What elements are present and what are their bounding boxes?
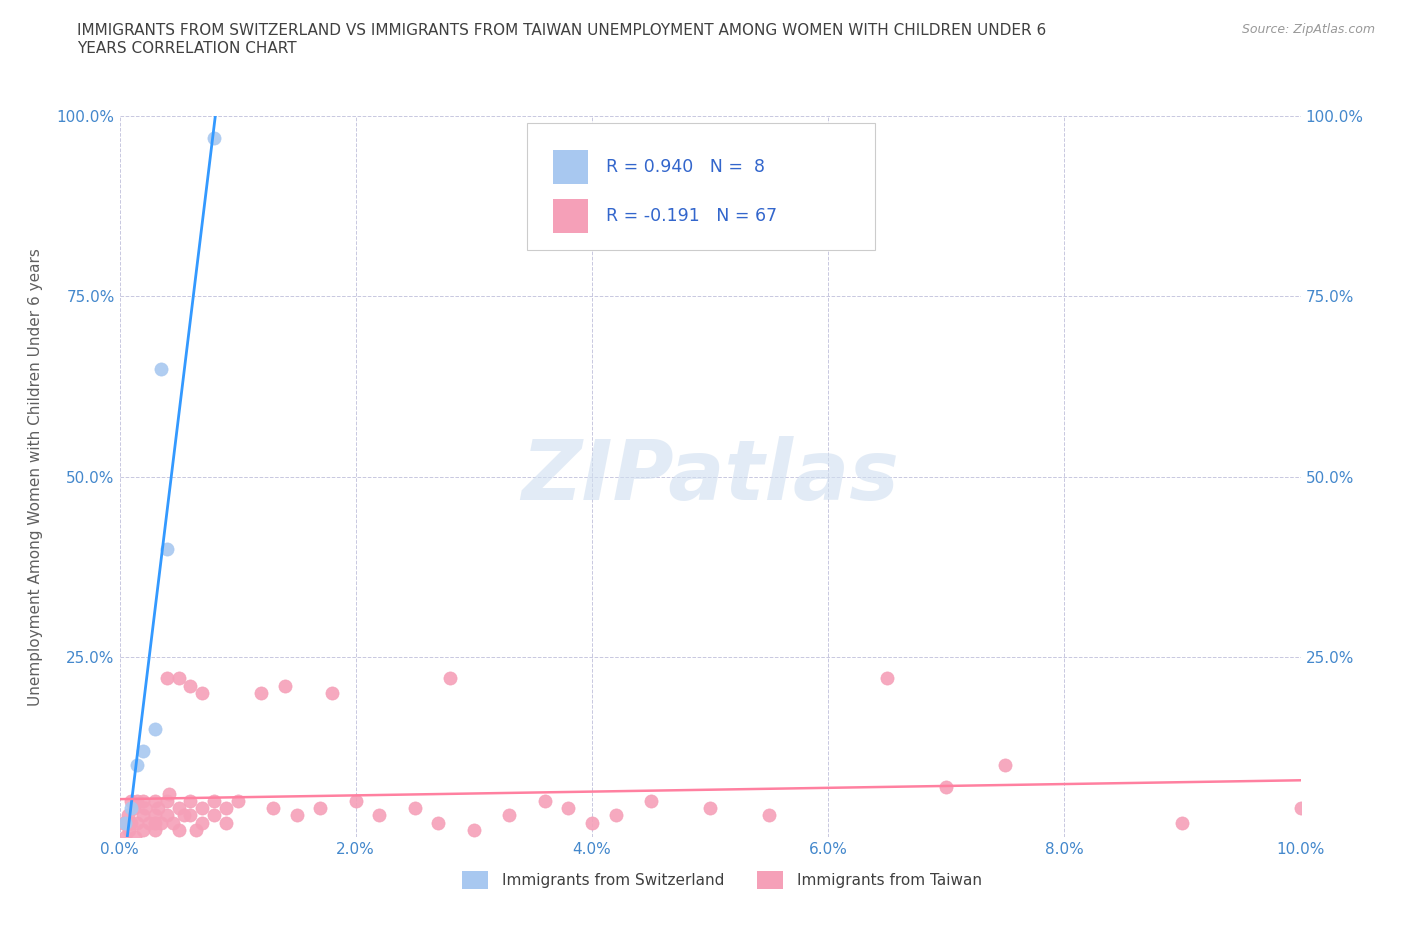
Point bbox=[167, 801, 190, 816]
Point bbox=[112, 815, 135, 830]
Text: Source: ZipAtlas.com: Source: ZipAtlas.com bbox=[1241, 23, 1375, 36]
Point bbox=[114, 815, 136, 830]
Point bbox=[143, 793, 166, 808]
Text: R = 0.940   N =  8: R = 0.940 N = 8 bbox=[606, 158, 765, 176]
Point bbox=[132, 808, 155, 823]
Bar bbox=[553, 150, 588, 184]
Point bbox=[274, 678, 297, 693]
Point bbox=[127, 757, 149, 772]
Point bbox=[202, 793, 225, 808]
Point bbox=[156, 541, 179, 556]
Point bbox=[202, 130, 225, 145]
Point bbox=[149, 815, 172, 830]
Point bbox=[309, 801, 332, 816]
Point bbox=[344, 793, 367, 808]
Point bbox=[439, 671, 461, 686]
Point bbox=[427, 815, 450, 830]
Point bbox=[157, 787, 180, 802]
Point bbox=[173, 808, 195, 823]
Point bbox=[149, 361, 172, 376]
Point bbox=[215, 801, 238, 816]
Point bbox=[156, 808, 179, 823]
Point bbox=[179, 808, 201, 823]
Point bbox=[935, 779, 957, 794]
Point bbox=[114, 830, 136, 844]
Point bbox=[581, 815, 603, 830]
Point bbox=[285, 808, 308, 823]
Point bbox=[132, 793, 155, 808]
Point bbox=[557, 801, 579, 816]
Point bbox=[368, 808, 391, 823]
Point bbox=[148, 801, 170, 816]
Point bbox=[156, 793, 179, 808]
Text: ZIPatlas: ZIPatlas bbox=[522, 436, 898, 517]
Point bbox=[162, 815, 184, 830]
Point bbox=[117, 808, 139, 823]
Point bbox=[122, 801, 145, 816]
Point bbox=[132, 822, 155, 837]
Y-axis label: Unemployment Among Women with Children Under 6 years: Unemployment Among Women with Children U… bbox=[28, 247, 42, 706]
Bar bbox=[758, 871, 783, 889]
Point bbox=[191, 815, 214, 830]
Point bbox=[127, 793, 149, 808]
Point bbox=[143, 808, 166, 823]
Point bbox=[202, 808, 225, 823]
Text: R = -0.191   N = 67: R = -0.191 N = 67 bbox=[606, 207, 778, 225]
Point bbox=[143, 822, 166, 837]
Point bbox=[186, 822, 208, 837]
Point bbox=[179, 678, 201, 693]
Point bbox=[138, 815, 160, 830]
Point bbox=[994, 757, 1017, 772]
Point bbox=[191, 685, 214, 700]
Point bbox=[132, 743, 155, 758]
Bar bbox=[463, 871, 488, 889]
Point bbox=[215, 815, 238, 830]
Point bbox=[156, 671, 179, 686]
Point bbox=[758, 808, 780, 823]
Bar bbox=[553, 199, 588, 233]
Point bbox=[134, 801, 156, 816]
Point bbox=[118, 822, 141, 837]
Point bbox=[179, 793, 201, 808]
Point bbox=[143, 722, 166, 737]
Point bbox=[463, 822, 485, 837]
Point bbox=[876, 671, 898, 686]
Point bbox=[262, 801, 284, 816]
Point bbox=[321, 685, 343, 700]
Point bbox=[120, 801, 142, 816]
Text: Immigrants from Taiwan: Immigrants from Taiwan bbox=[797, 872, 983, 888]
Point bbox=[404, 801, 426, 816]
Point bbox=[226, 793, 249, 808]
Point bbox=[533, 793, 555, 808]
Point bbox=[191, 801, 214, 816]
Point bbox=[127, 815, 149, 830]
Point bbox=[640, 793, 662, 808]
Text: Immigrants from Switzerland: Immigrants from Switzerland bbox=[502, 872, 724, 888]
Point bbox=[143, 815, 166, 830]
Point bbox=[120, 815, 142, 830]
Point bbox=[699, 801, 721, 816]
Point bbox=[167, 822, 190, 837]
FancyBboxPatch shape bbox=[527, 124, 876, 249]
Point bbox=[250, 685, 273, 700]
Point bbox=[124, 830, 146, 844]
Point bbox=[1289, 801, 1312, 816]
Point bbox=[120, 793, 142, 808]
Point bbox=[1171, 815, 1194, 830]
Point bbox=[498, 808, 520, 823]
Text: IMMIGRANTS FROM SWITZERLAND VS IMMIGRANTS FROM TAIWAN UNEMPLOYMENT AMONG WOMEN W: IMMIGRANTS FROM SWITZERLAND VS IMMIGRANT… bbox=[77, 23, 1046, 56]
Point bbox=[605, 808, 627, 823]
Point bbox=[167, 671, 190, 686]
